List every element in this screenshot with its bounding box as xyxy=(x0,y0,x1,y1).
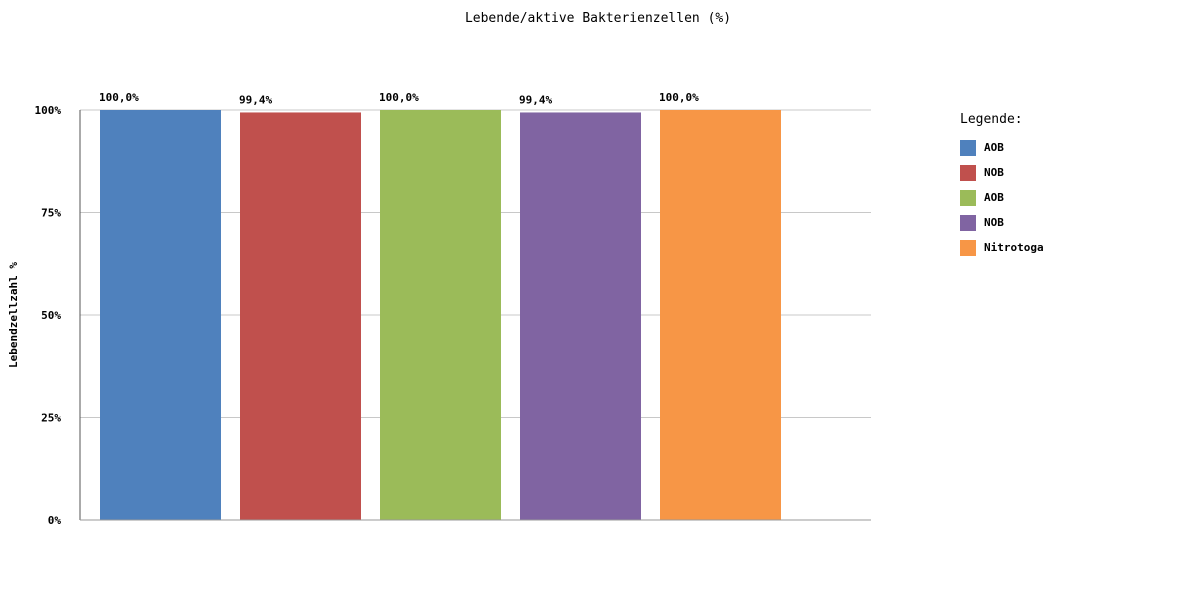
y-tick-labels: 0% 25% 50% 75% 100% xyxy=(35,104,62,527)
bar-nob-4 xyxy=(520,112,641,521)
y-tick-label: 75% xyxy=(41,207,61,220)
legend: Legende: AOB NOB AOB NOB Nitrotoga xyxy=(960,112,1044,256)
legend-swatch xyxy=(960,140,976,156)
y-tick-label: 25% xyxy=(41,412,61,425)
data-label: 100,0% xyxy=(659,91,699,104)
data-label: 100,0% xyxy=(379,91,419,104)
y-tick-label: 50% xyxy=(41,309,61,322)
legend-label: NOB xyxy=(984,166,1004,179)
legend-label: Nitrotoga xyxy=(984,241,1044,254)
legend-swatch xyxy=(960,215,976,231)
legend-swatch xyxy=(960,240,976,256)
data-label: 99,4% xyxy=(239,93,272,106)
y-tick-label: 100% xyxy=(35,104,62,117)
legend-title: Legende: xyxy=(960,112,1023,127)
legend-label: AOB xyxy=(984,191,1004,204)
bar-nob-2 xyxy=(240,112,361,521)
legend-swatch xyxy=(960,190,976,206)
legend-label: NOB xyxy=(984,216,1004,229)
y-axis-label: Lebendzellzahl % xyxy=(7,262,20,368)
data-label: 100,0% xyxy=(99,91,139,104)
legend-label: AOB xyxy=(984,141,1004,154)
bars xyxy=(100,110,781,521)
data-labels: 100,0% 99,4% 100,0% 99,4% 100,0% xyxy=(99,91,699,106)
axes xyxy=(79,110,871,521)
bar-aob-1 xyxy=(100,110,221,520)
y-tick-label: 0% xyxy=(48,514,62,527)
legend-swatch xyxy=(960,165,976,181)
chart-title: Lebende/aktive Bakterienzellen (%) xyxy=(465,11,731,26)
data-label: 99,4% xyxy=(519,93,552,106)
bar-nitrotoga-5 xyxy=(660,110,781,520)
bar-aob-3 xyxy=(380,110,501,520)
